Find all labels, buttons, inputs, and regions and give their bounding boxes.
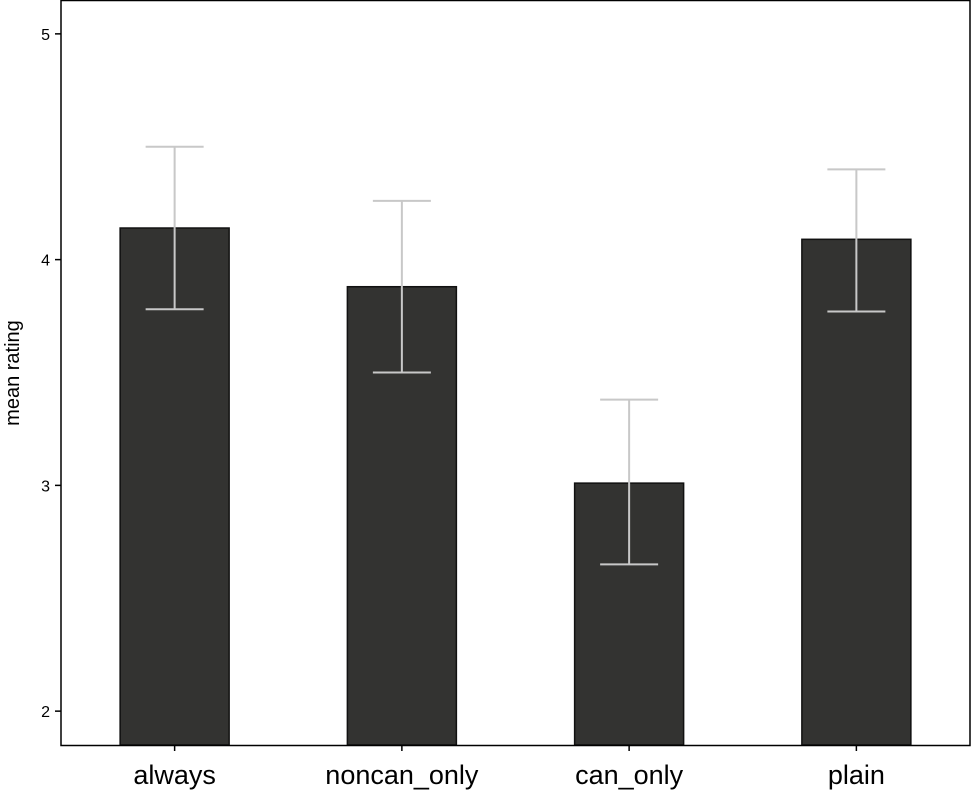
x-tick-label-noncan_only: noncan_only [325, 760, 479, 790]
y-tick-label-4: 4 [41, 253, 50, 270]
x-axis: always noncan_only can_only plain [133, 745, 885, 790]
bar-always [119, 227, 230, 746]
plot-panel-border [60, 0, 971, 747]
y-tick-label-2: 2 [41, 704, 50, 721]
x-tick-label-can_only: can_only [575, 760, 684, 790]
x-tick-label-always: always [133, 760, 216, 790]
error-bars [145, 145, 886, 566]
bars [119, 227, 912, 746]
y-axis-title: mean rating [2, 320, 24, 426]
y-tick-label-5: 5 [41, 27, 50, 44]
y-axis: 2 3 4 5 [41, 27, 61, 721]
bar-plain [801, 238, 912, 746]
x-tick-label-plain: plain [828, 760, 885, 790]
y-tick-label-3: 3 [41, 478, 50, 495]
